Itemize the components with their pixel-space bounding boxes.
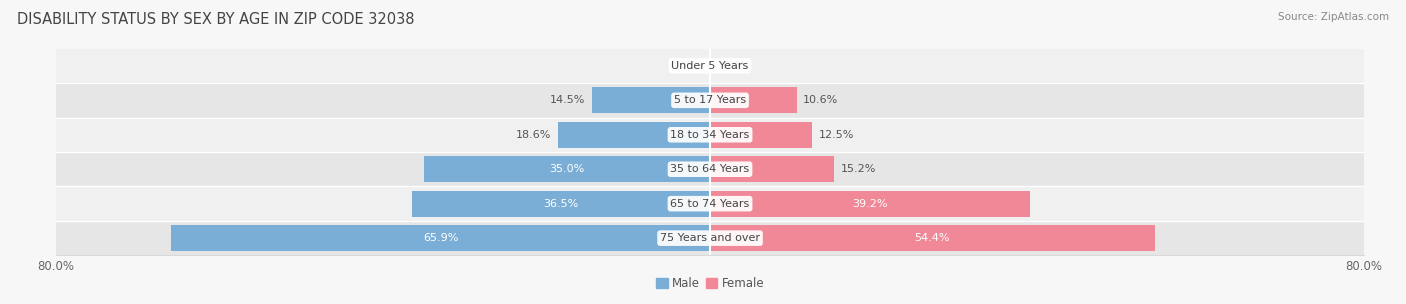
Text: Source: ZipAtlas.com: Source: ZipAtlas.com xyxy=(1278,12,1389,22)
Bar xyxy=(425,156,710,182)
Bar xyxy=(710,88,797,113)
Bar xyxy=(592,88,710,113)
Bar xyxy=(558,122,710,148)
Text: 10.6%: 10.6% xyxy=(803,95,838,105)
Legend: Male, Female: Male, Female xyxy=(651,272,769,295)
Text: 12.5%: 12.5% xyxy=(818,130,853,140)
Bar xyxy=(710,191,1031,216)
Bar xyxy=(56,118,1364,152)
Text: DISABILITY STATUS BY SEX BY AGE IN ZIP CODE 32038: DISABILITY STATUS BY SEX BY AGE IN ZIP C… xyxy=(17,12,415,27)
Bar xyxy=(56,152,1364,186)
Text: 39.2%: 39.2% xyxy=(852,199,889,209)
Text: 15.2%: 15.2% xyxy=(841,164,876,174)
Bar xyxy=(412,191,710,216)
Text: 0.0%: 0.0% xyxy=(669,61,697,71)
Bar xyxy=(710,225,1154,251)
Text: 36.5%: 36.5% xyxy=(543,199,578,209)
Text: 75 Years and over: 75 Years and over xyxy=(659,233,761,243)
Text: Under 5 Years: Under 5 Years xyxy=(672,61,748,71)
Bar xyxy=(56,186,1364,221)
Text: 14.5%: 14.5% xyxy=(550,95,585,105)
Bar xyxy=(172,225,710,251)
Text: 65 to 74 Years: 65 to 74 Years xyxy=(671,199,749,209)
Text: 35.0%: 35.0% xyxy=(550,164,585,174)
Text: 18.6%: 18.6% xyxy=(516,130,551,140)
Bar xyxy=(56,83,1364,118)
Text: 18 to 34 Years: 18 to 34 Years xyxy=(671,130,749,140)
Bar xyxy=(710,156,834,182)
Text: 5 to 17 Years: 5 to 17 Years xyxy=(673,95,747,105)
Bar xyxy=(56,49,1364,83)
Bar xyxy=(56,221,1364,255)
Text: 54.4%: 54.4% xyxy=(914,233,950,243)
Text: 0.0%: 0.0% xyxy=(723,61,751,71)
Text: 35 to 64 Years: 35 to 64 Years xyxy=(671,164,749,174)
Bar xyxy=(710,122,813,148)
Text: 65.9%: 65.9% xyxy=(423,233,458,243)
